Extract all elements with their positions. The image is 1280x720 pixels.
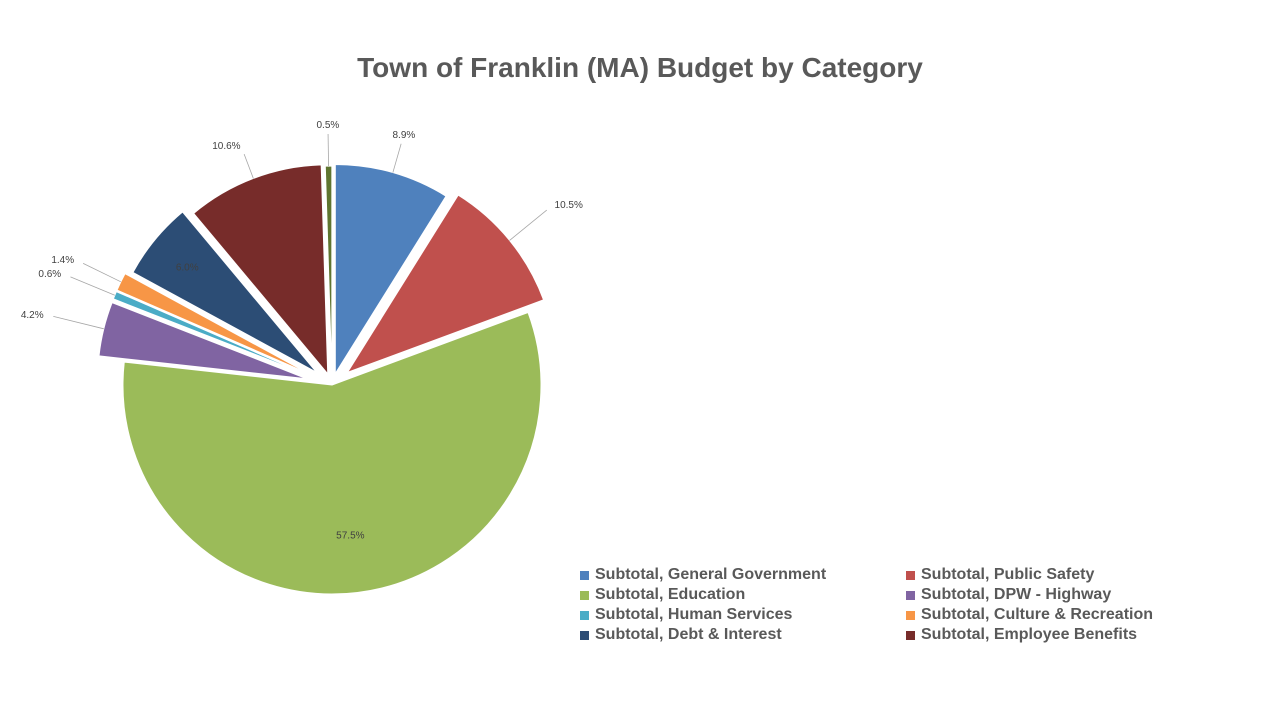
legend-item-subtotal-education: Subtotal, Education bbox=[580, 586, 906, 604]
pie-slice-subtotal-general-government bbox=[334, 163, 447, 376]
legend-swatch bbox=[906, 590, 915, 600]
data-label-unlabeled: 0.5% bbox=[317, 120, 340, 131]
legend-swatch bbox=[906, 610, 915, 620]
legend-item-subtotal-culture-recreation: Subtotal, Culture & Recreation bbox=[906, 606, 1220, 624]
legend-label: Subtotal, Debt & Interest bbox=[595, 626, 782, 643]
legend-swatch bbox=[580, 610, 589, 620]
legend-label: Subtotal, General Government bbox=[595, 566, 827, 583]
legend-label: Subtotal, Education bbox=[595, 586, 746, 603]
leader-line-unlabeled bbox=[327, 134, 329, 167]
legend-label: Subtotal, Human Services bbox=[595, 606, 793, 623]
chart-title: Town of Franklin (MA) Budget by Category bbox=[357, 52, 923, 83]
legend-item-subtotal-human-services: Subtotal, Human Services bbox=[580, 606, 906, 624]
leader-line-subtotal-culture-recreation bbox=[82, 263, 122, 283]
pie-slice-subtotal-dpw-highway bbox=[98, 301, 307, 380]
data-label-subtotal-culture-recreation: 1.4% bbox=[51, 255, 74, 266]
data-label-subtotal-dpw-highway: 4.2% bbox=[21, 310, 44, 321]
legend-item-subtotal-dpw-highway: Subtotal, DPW - Highway bbox=[906, 586, 1220, 604]
legend-swatch bbox=[580, 590, 589, 600]
legend-swatch bbox=[580, 570, 589, 580]
leader-line-subtotal-employee-benefits bbox=[243, 154, 254, 179]
leader-line-subtotal-dpw-highway bbox=[53, 315, 104, 330]
legend-label: Subtotal, Employee Benefits bbox=[921, 626, 1138, 643]
legend-swatch bbox=[580, 630, 589, 640]
legend-label: Subtotal, Culture & Recreation bbox=[921, 606, 1154, 623]
pie-slice-subtotal-education bbox=[122, 311, 542, 595]
legend-swatch bbox=[906, 630, 915, 640]
legend-item-subtotal-public-safety: Subtotal, Public Safety bbox=[906, 566, 1220, 584]
pie-slice-subtotal-employee-benefits bbox=[193, 164, 329, 376]
legend-swatch bbox=[906, 570, 915, 580]
data-label-subtotal-general-government: 8.9% bbox=[392, 130, 415, 141]
data-label-subtotal-public-safety: 10.5% bbox=[555, 200, 583, 211]
legend-label: Subtotal, Public Safety bbox=[921, 566, 1095, 583]
leader-line-subtotal-general-government bbox=[392, 143, 402, 173]
leader-line-subtotal-human-services bbox=[70, 276, 115, 296]
leader-line-subtotal-public-safety bbox=[509, 209, 548, 241]
legend-item-subtotal-general-government: Subtotal, General Government bbox=[580, 566, 906, 584]
data-label-subtotal-education: 57.5% bbox=[336, 530, 364, 541]
data-label-subtotal-debt-interest: 6.0% bbox=[176, 262, 199, 273]
legend: Subtotal, General Government Subtotal, Pu… bbox=[580, 566, 1220, 644]
legend-label: Subtotal, DPW - Highway bbox=[921, 586, 1112, 603]
legend-item-subtotal-debt-interest: Subtotal, Debt & Interest bbox=[580, 626, 906, 644]
legend-item-subtotal-employee-benefits: Subtotal, Employee Benefits bbox=[906, 626, 1220, 644]
data-label-subtotal-human-services: 0.6% bbox=[38, 269, 61, 280]
data-label-subtotal-employee-benefits: 10.6% bbox=[212, 141, 240, 152]
pie-slice-subtotal-debt-interest bbox=[132, 211, 317, 373]
